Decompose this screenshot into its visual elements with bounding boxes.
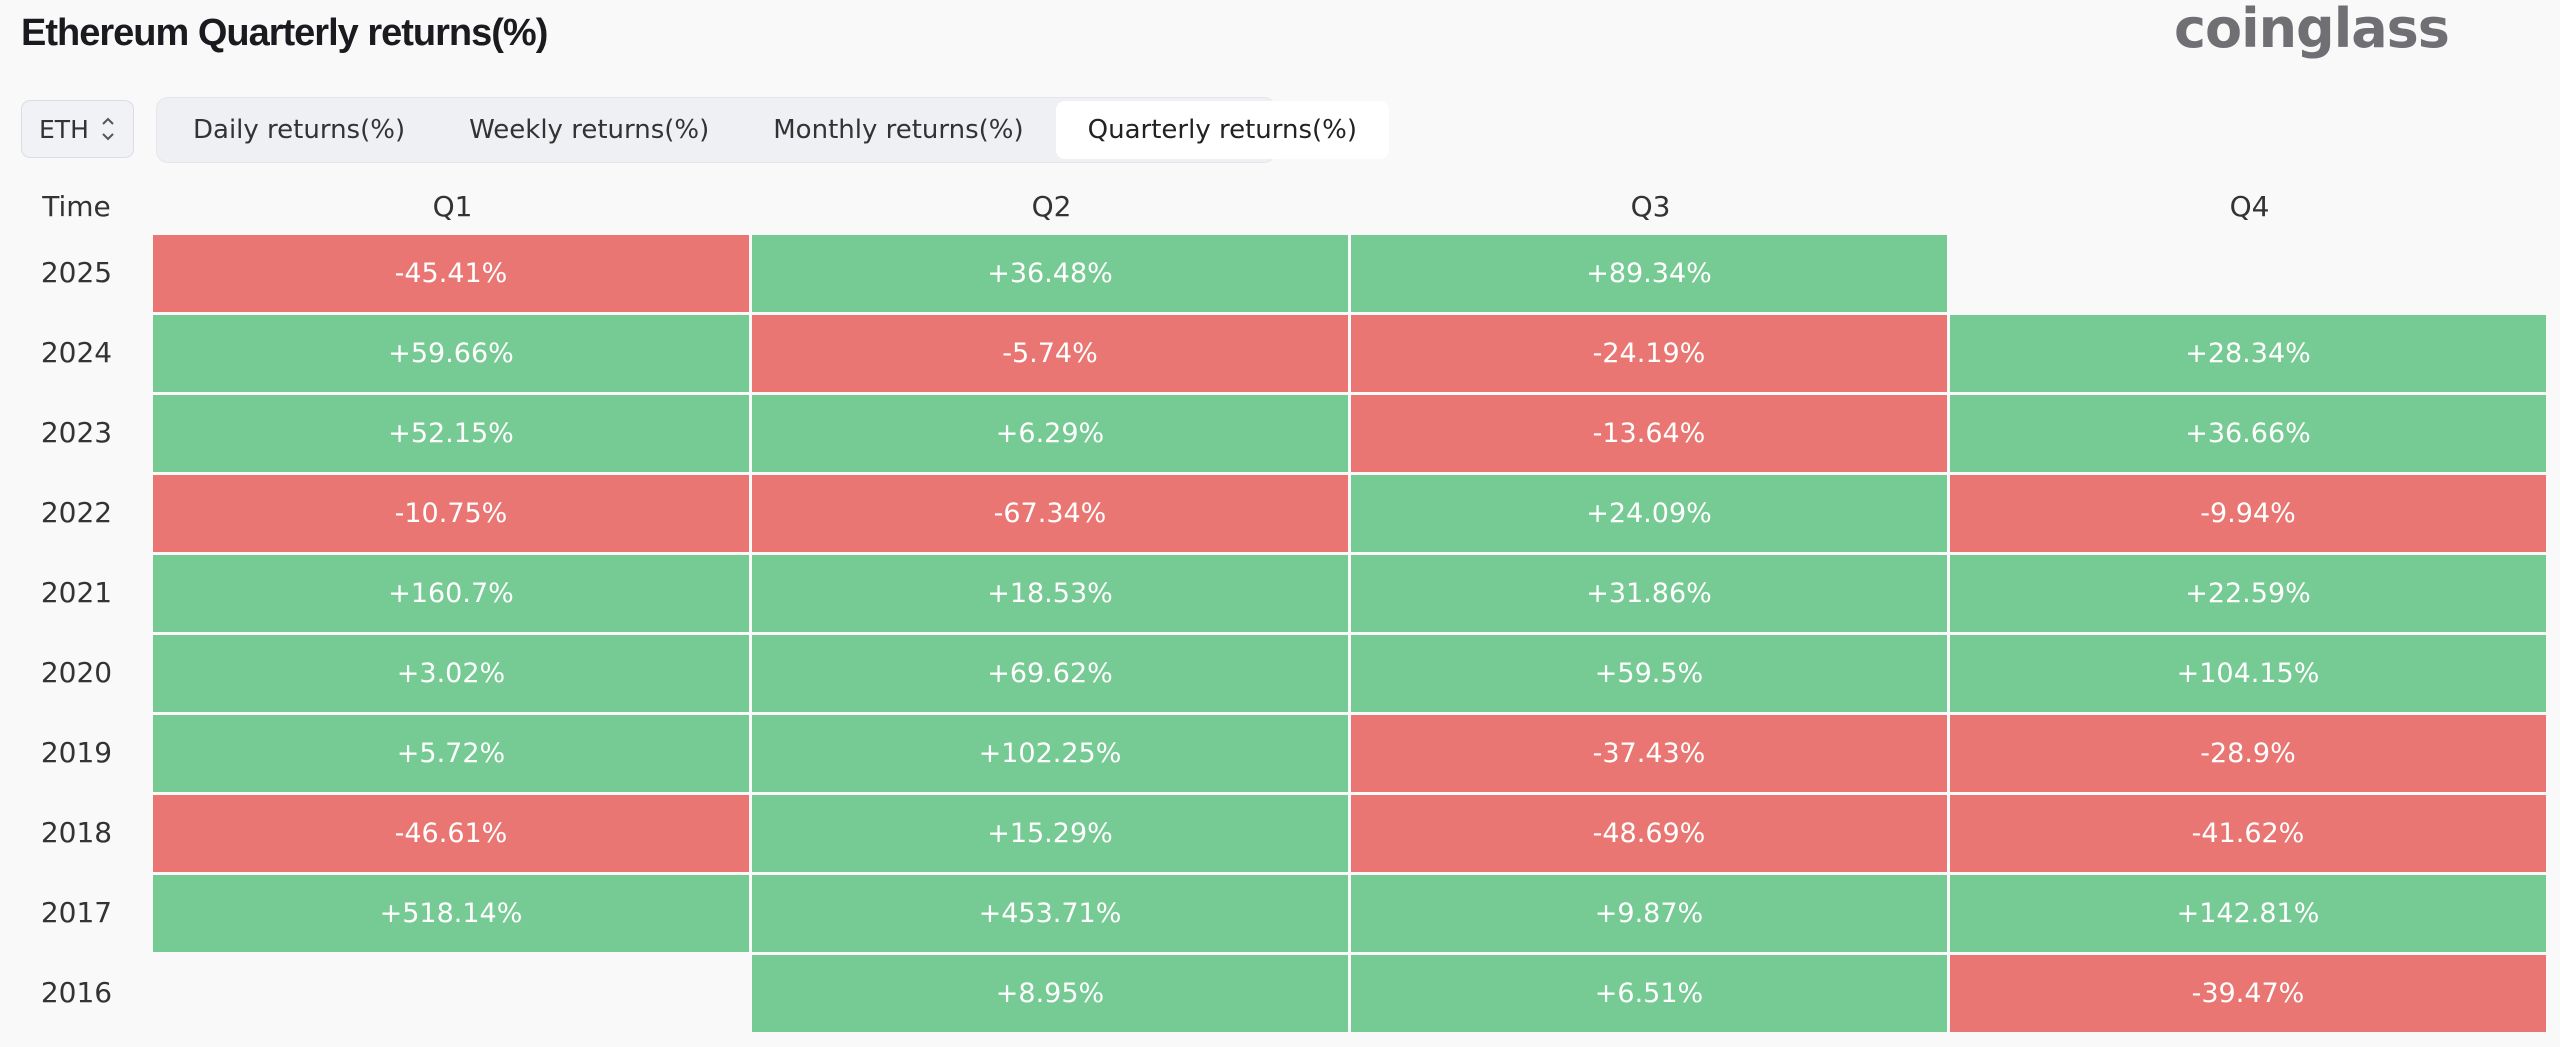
coin-select-value: ETH — [39, 114, 89, 144]
row-year: 2017 — [40, 895, 113, 929]
return-cell-q1: +3.02% — [153, 632, 752, 712]
return-cell-q3: +89.34% — [1351, 232, 1950, 312]
table-row: 2020 +3.02% +69.62% +59.5% +104.15% — [0, 632, 2549, 712]
return-cell-q4: -39.47% — [1950, 952, 2549, 1032]
return-cell-q2: +18.53% — [752, 552, 1351, 632]
return-cell-q2: +453.71% — [752, 872, 1351, 952]
coin-select[interactable]: ETH — [21, 100, 134, 158]
table-row: 2024 +59.66% -5.74% -24.19% +28.34% — [0, 312, 2549, 392]
return-cell-q4 — [1950, 232, 2549, 312]
return-cell-q4: -9.94% — [1950, 472, 2549, 552]
return-cell-q4: +142.81% — [1950, 872, 2549, 952]
return-cell-q4: -28.9% — [1950, 712, 2549, 792]
return-cell-q1: -10.75% — [153, 472, 752, 552]
row-year: 2018 — [40, 815, 113, 849]
header-q4: Q4 — [2229, 189, 2270, 223]
return-cell-q1: -45.41% — [153, 232, 752, 312]
return-cell-q4: +104.15% — [1950, 632, 2549, 712]
return-cell-q4: +22.59% — [1950, 552, 2549, 632]
row-year: 2022 — [40, 495, 113, 529]
return-cell-q2: +8.95% — [752, 952, 1351, 1032]
chevron-up-down-icon — [102, 117, 114, 141]
return-cell-q3: +6.51% — [1351, 952, 1950, 1032]
return-cell-q1: +52.15% — [153, 392, 752, 472]
return-cell-q1: -46.61% — [153, 792, 752, 872]
row-year: 2021 — [40, 575, 113, 609]
row-year: 2019 — [40, 735, 113, 769]
return-cell-q2: +69.62% — [752, 632, 1351, 712]
tab-monthly-returns[interactable]: Monthly returns(%) — [773, 115, 1024, 145]
table-row: 2016 +8.95% +6.51% -39.47% — [0, 952, 2549, 1032]
return-cell-q3: -24.19% — [1351, 312, 1950, 392]
return-cell-q2: +36.48% — [752, 232, 1351, 312]
return-cell-q1: +5.72% — [153, 712, 752, 792]
row-year: 2024 — [40, 335, 113, 369]
return-cell-q1: +518.14% — [153, 872, 752, 952]
return-cell-q2: -5.74% — [752, 312, 1351, 392]
row-year: 2020 — [40, 655, 113, 689]
return-cell-q1 — [153, 952, 752, 1032]
header-q3: Q3 — [1630, 189, 1671, 223]
return-cell-q2: +6.29% — [752, 392, 1351, 472]
return-cell-q3: +9.87% — [1351, 872, 1950, 952]
return-cell-q1: +160.7% — [153, 552, 752, 632]
page-title: Ethereum Quarterly returns(%) — [21, 12, 548, 54]
tab-weekly-returns[interactable]: Weekly returns(%) — [469, 115, 710, 145]
return-cell-q3: +24.09% — [1351, 472, 1950, 552]
table-row: 2019 +5.72% +102.25% -37.43% -28.9% — [0, 712, 2549, 792]
return-cell-q2: +102.25% — [752, 712, 1351, 792]
tab-daily-returns[interactable]: Daily returns(%) — [193, 115, 406, 145]
return-cell-q4: +36.66% — [1950, 392, 2549, 472]
coinglass-logo[interactable]: coinglass — [2174, 0, 2450, 60]
table-row: 2018 -46.61% +15.29% -48.69% -41.62% — [0, 792, 2549, 872]
table-row: 2023 +52.15% +6.29% -13.64% +36.66% — [0, 392, 2549, 472]
return-cell-q2: +15.29% — [752, 792, 1351, 872]
return-cell-q2: -67.34% — [752, 472, 1351, 552]
row-year: 2016 — [40, 975, 113, 1009]
return-cell-q3: -37.43% — [1351, 712, 1950, 792]
return-cell-q3: +31.86% — [1351, 552, 1950, 632]
quarterly-returns-table: Time Q1 Q2 Q3 Q4 2025 -45.41% +36.48% +89.3… — [0, 180, 2549, 1032]
return-cell-q4: -41.62% — [1950, 792, 2549, 872]
table-row: 2025 -45.41% +36.48% +89.34% — [0, 232, 2549, 312]
return-cell-q3: +59.5% — [1351, 632, 1950, 712]
header-q1: Q1 — [432, 189, 473, 223]
tab-quarterly-returns[interactable]: Quarterly returns(%) — [1055, 101, 1390, 159]
table-row: 2017 +518.14% +453.71% +9.87% +142.81% — [0, 872, 2549, 952]
row-year: 2025 — [40, 255, 113, 289]
header-time: Time — [42, 189, 111, 223]
table-body: 2025 -45.41% +36.48% +89.34% 2024 +59.66% -5.7… — [0, 232, 2549, 1032]
table-row: 2021 +160.7% +18.53% +31.86% +22.59% — [0, 552, 2549, 632]
return-cell-q3: -48.69% — [1351, 792, 1950, 872]
return-cell-q3: -13.64% — [1351, 392, 1950, 472]
table-row: 2022 -10.75% -67.34% +24.09% -9.94% — [0, 472, 2549, 552]
return-cell-q4: +28.34% — [1950, 312, 2549, 392]
returns-tabs: Daily returns(%) Weekly returns(%) Month… — [156, 97, 1390, 163]
return-cell-q1: +59.66% — [153, 312, 752, 392]
header-q2: Q2 — [1031, 189, 1072, 223]
row-year: 2023 — [40, 415, 113, 449]
